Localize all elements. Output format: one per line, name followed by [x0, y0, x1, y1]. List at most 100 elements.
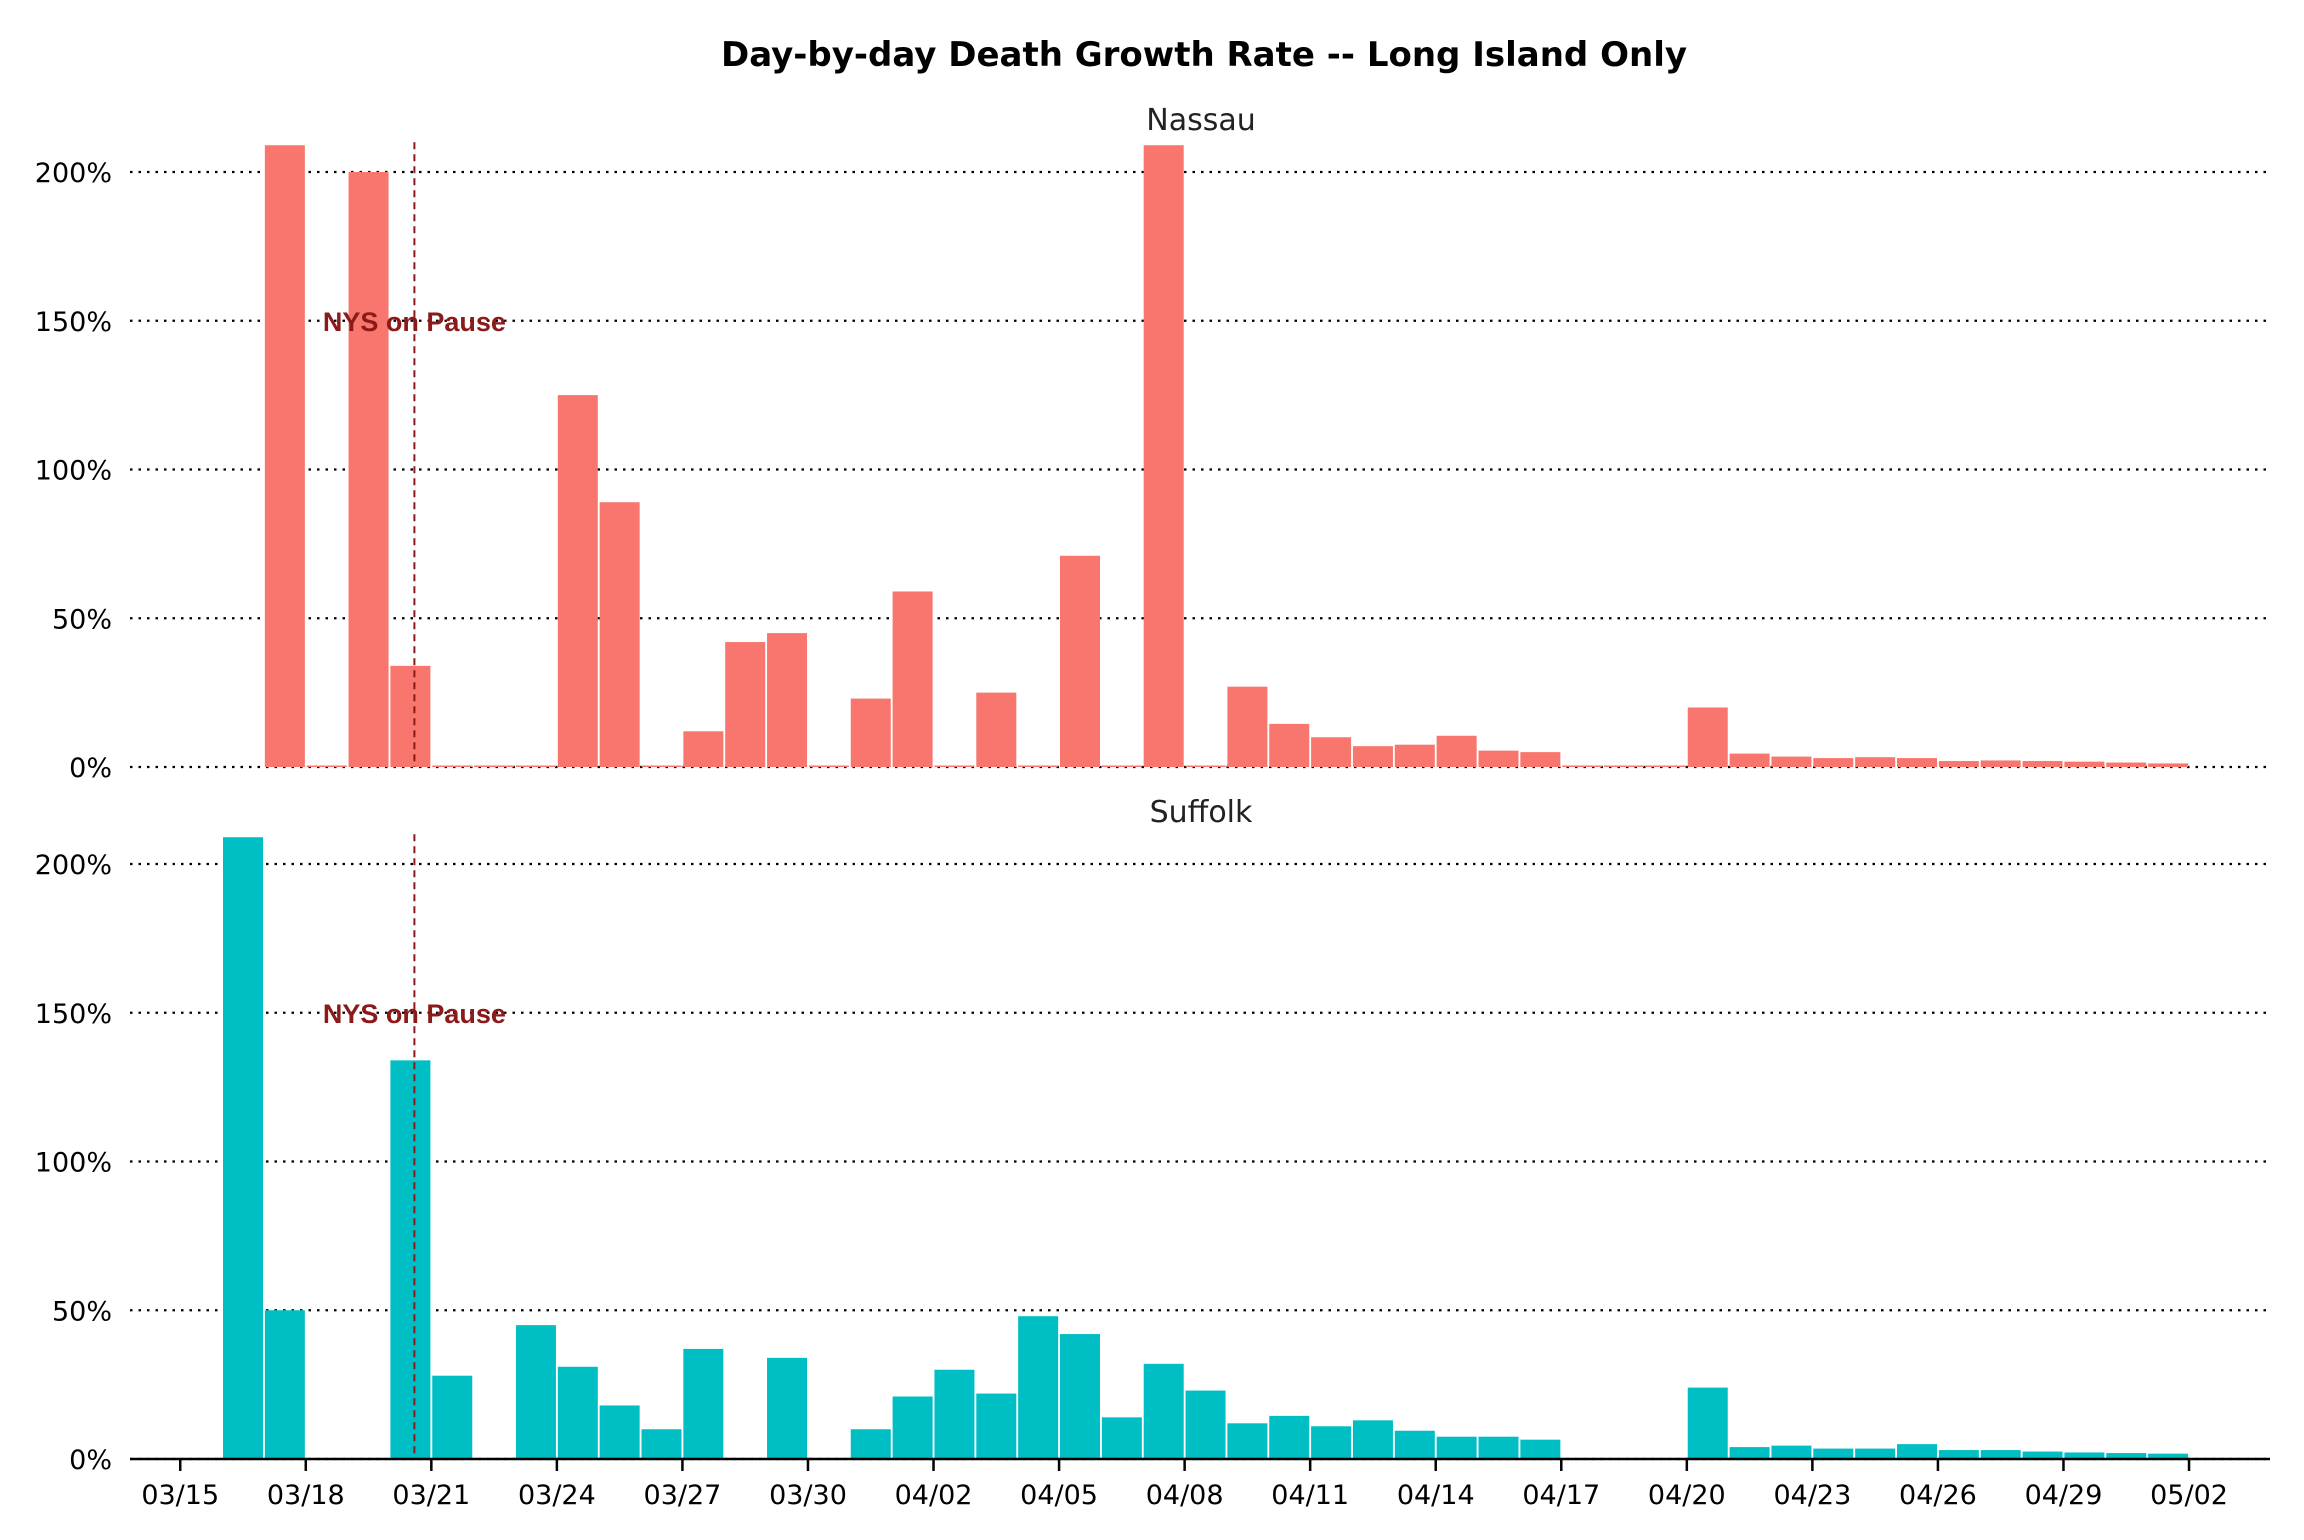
- bar-nassau-03-22: [474, 765, 515, 767]
- bar-nassau-03-17: [264, 145, 305, 768]
- bar-suffolk-04-07: [1143, 1363, 1184, 1459]
- bar-nassau-03-30: [808, 765, 849, 767]
- bar-nassau-04-23: [1813, 758, 1854, 767]
- bar-nassau-04-20: [1687, 707, 1728, 767]
- x-tick-label: 04/20: [1648, 1480, 1726, 1511]
- bar-suffolk-03-20: [390, 1060, 431, 1459]
- bar-nassau-04-13: [1394, 744, 1435, 767]
- bar-nassau-04-04: [1018, 765, 1059, 767]
- bar-suffolk-04-12: [1352, 1420, 1393, 1459]
- bar-suffolk-04-23: [1813, 1448, 1854, 1459]
- bar-nassau-03-28: [725, 642, 766, 767]
- bar-nassau-03-23: [515, 765, 556, 767]
- bar-suffolk-04-11: [1311, 1426, 1352, 1459]
- bar-nassau-04-18: [1604, 765, 1645, 767]
- bar-nassau-04-14: [1436, 735, 1477, 767]
- x-tick-label: 04/02: [895, 1480, 973, 1511]
- bar-nassau-04-19: [1645, 765, 1686, 767]
- bar-suffolk-04-16: [1520, 1439, 1561, 1459]
- bar-nassau-03-31: [850, 698, 891, 767]
- bar-suffolk-04-04: [1018, 1316, 1059, 1459]
- x-tick-label: 04/23: [1773, 1480, 1851, 1511]
- bar-nassau-03-25: [599, 502, 640, 767]
- bar-suffolk-03-21: [432, 1375, 473, 1459]
- bar-suffolk-04-29: [2064, 1452, 2105, 1459]
- panel-nassau: Nassau 0% 50% 100% 150% 200% NYS on Pause: [35, 103, 2270, 784]
- bar-suffolk-04-10: [1269, 1415, 1310, 1459]
- bar-nassau-04-09: [1227, 686, 1268, 767]
- bar-nassau-04-22: [1771, 756, 1812, 767]
- bar-nassau-04-06: [1101, 765, 1142, 767]
- bar-nassau-03-29: [767, 633, 808, 767]
- bar-suffolk-05-01: [2148, 1453, 2189, 1459]
- bar-nassau-04-27: [1980, 760, 2021, 767]
- bar-suffolk-04-28: [2022, 1451, 2063, 1459]
- x-tick-label: 03/21: [392, 1480, 470, 1511]
- bar-suffolk-04-09: [1227, 1423, 1268, 1459]
- y-tick-label: 50%: [52, 604, 112, 635]
- bar-suffolk-04-05: [1060, 1334, 1100, 1459]
- bar-nassau-03-27: [683, 731, 724, 767]
- bar-suffolk-04-30: [2106, 1453, 2147, 1459]
- bar-suffolk-03-23: [515, 1325, 556, 1459]
- x-tick-label: 05/02: [2150, 1480, 2228, 1511]
- y-tick-label: 150%: [35, 999, 112, 1030]
- bar-nassau-04-16: [1520, 752, 1561, 767]
- y-tick-label: 100%: [35, 456, 112, 487]
- bar-nassau-03-18: [306, 765, 347, 767]
- bar-nassau-04-17: [1562, 765, 1603, 767]
- bar-suffolk-03-29: [767, 1357, 808, 1459]
- x-tick-label: 04/08: [1146, 1480, 1224, 1511]
- bar-nassau-04-24: [1855, 757, 1896, 767]
- bar-suffolk-04-22: [1771, 1445, 1812, 1459]
- y-tick-label: 100%: [35, 1148, 112, 1179]
- bar-nassau-04-28: [2022, 761, 2063, 767]
- bar-suffolk-04-21: [1729, 1447, 1770, 1459]
- y-tick-label: 200%: [35, 158, 112, 189]
- bar-suffolk-03-31: [850, 1429, 891, 1459]
- y-tick-label: 0%: [69, 753, 112, 784]
- panel-title-nassau: Nassau: [1146, 103, 1255, 138]
- bar-suffolk-04-14: [1436, 1436, 1477, 1459]
- bar-nassau-04-10: [1269, 723, 1310, 767]
- bar-nassau-04-11: [1311, 737, 1352, 767]
- y-tick-label: 0%: [69, 1445, 112, 1476]
- x-tick-label: 04/26: [1899, 1480, 1977, 1511]
- pause-annotation: NYS on Pause: [323, 307, 506, 337]
- bar-nassau-04-02: [934, 765, 975, 767]
- bar-suffolk-03-26: [641, 1429, 682, 1459]
- y-tick-label: 150%: [35, 307, 112, 338]
- x-axis: 03/15 03/18 03/21 03/24 03/27 03/30 04/02 04/05…: [130, 1457, 2270, 1511]
- x-tick-label: 03/18: [267, 1480, 345, 1511]
- bar-nassau-03-24: [557, 395, 598, 767]
- x-tick-label: 03/27: [644, 1480, 722, 1511]
- bar-nassau-04-25: [1897, 758, 1937, 767]
- bar-suffolk-03-27: [683, 1348, 724, 1459]
- bar-suffolk-03-25: [599, 1405, 640, 1459]
- bar-suffolk-04-06: [1101, 1417, 1142, 1459]
- bar-nassau-04-15: [1478, 750, 1519, 767]
- x-tick-label: 04/14: [1397, 1480, 1475, 1511]
- bar-suffolk-04-01: [892, 1396, 933, 1459]
- bar-suffolk-03-17: [264, 1310, 305, 1459]
- bar-nassau-03-19: [348, 172, 389, 767]
- bar-nassau-04-08: [1185, 765, 1226, 767]
- bar-suffolk-04-25: [1897, 1444, 1937, 1459]
- x-tick-label: 04/17: [1522, 1480, 1600, 1511]
- x-tick-label: 03/24: [518, 1480, 596, 1511]
- y-tick-label: 200%: [35, 850, 112, 881]
- x-tick-label: 03/15: [141, 1480, 219, 1511]
- bar-nassau-04-30: [2106, 762, 2147, 767]
- bar-suffolk-03-16: [223, 837, 263, 1459]
- bar-nassau-04-05: [1060, 555, 1100, 767]
- bar-suffolk-04-13: [1394, 1430, 1435, 1459]
- x-tick-label: 03/30: [769, 1480, 847, 1511]
- x-tick-label: 04/29: [2025, 1480, 2103, 1511]
- panel-title-suffolk: Suffolk: [1150, 795, 1253, 830]
- bar-suffolk-03-24: [557, 1366, 598, 1459]
- bar-nassau-04-07: [1143, 145, 1184, 768]
- bar-nassau-04-29: [2064, 761, 2105, 767]
- pause-annotation: NYS on Pause: [323, 999, 506, 1029]
- y-tick-label: 50%: [52, 1296, 112, 1327]
